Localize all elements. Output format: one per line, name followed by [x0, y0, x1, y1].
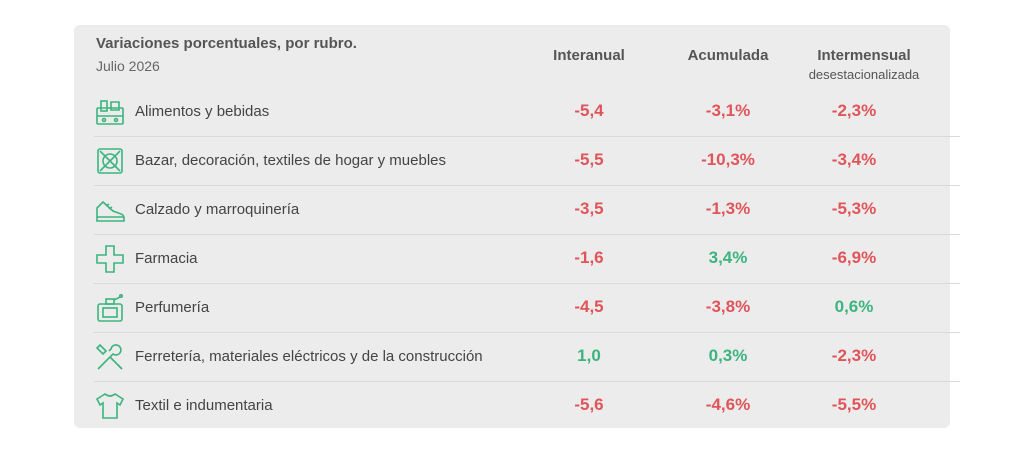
- value-intermensual: 0,6%: [834, 297, 874, 316]
- row-label: Ferretería, materiales eléctricos y de l…: [135, 348, 483, 365]
- table-row: Bazar, decoración, textiles de hogar y m…: [94, 137, 960, 186]
- value-acumulada: -3,1%: [705, 101, 751, 120]
- row-label: Perfumería: [135, 299, 210, 316]
- shoe-icon: [94, 194, 126, 226]
- table-body: Alimentos y bebidas -5,4 -3,1% -2,3% Baz…: [94, 88, 960, 430]
- row-label: Farmacia: [135, 250, 198, 267]
- row-label: Bazar, decoración, textiles de hogar y m…: [135, 152, 447, 169]
- value-acumulada: -10,3%: [701, 150, 755, 169]
- value-intermensual: -2,3%: [831, 346, 877, 365]
- value-interanual: -1,6: [574, 248, 604, 267]
- grocery-icon: [94, 96, 126, 128]
- value-intermensual: -6,9%: [831, 248, 877, 267]
- table-card: Variaciones porcentuales, por rubro. Jul…: [74, 25, 960, 428]
- table-row: Calzado y marroquinería -3,5 -1,3% -5,3%: [94, 186, 960, 235]
- table-row: Alimentos y bebidas -5,4 -3,1% -2,3%: [94, 88, 960, 137]
- value-interanual: -5,4: [574, 101, 604, 120]
- shirt-icon: [94, 390, 126, 422]
- row-label: Calzado y marroquinería: [135, 201, 300, 218]
- value-acumulada: -1,3%: [705, 199, 751, 218]
- value-acumulada: -3,8%: [705, 297, 751, 316]
- value-acumulada: -4,6%: [705, 395, 751, 414]
- home-goods-icon: [94, 145, 126, 177]
- tools-icon: [94, 341, 126, 373]
- value-intermensual: -5,5%: [831, 395, 877, 414]
- value-interanual: -4,5: [574, 297, 604, 316]
- column-header-interanual: Interanual: [553, 47, 625, 64]
- table-subtitle: Julio 2026: [96, 58, 160, 74]
- table-row: Farmacia -1,6 3,4% -6,9%: [94, 235, 960, 284]
- row-label: Textil e indumentaria: [135, 397, 273, 414]
- value-intermensual: -2,3%: [831, 101, 877, 120]
- value-interanual: -3,5: [574, 199, 604, 218]
- value-acumulada: 0,3%: [708, 346, 748, 365]
- perfume-icon: [94, 292, 126, 324]
- value-intermensual: -5,3%: [831, 199, 877, 218]
- row-label: Alimentos y bebidas: [135, 103, 270, 120]
- value-interanual: -5,6: [574, 395, 604, 414]
- value-interanual: 1,0: [577, 346, 601, 365]
- value-acumulada: 3,4%: [708, 248, 748, 267]
- column-header-intermensual: Intermensual: [817, 47, 911, 64]
- table-row: Textil e indumentaria -5,6 -4,6% -5,5%: [94, 382, 960, 430]
- pharmacy-cross-icon: [94, 243, 126, 275]
- table-title: Variaciones porcentuales, por rubro.: [96, 35, 357, 52]
- column-header-acumulada: Acumulada: [687, 47, 769, 64]
- table-row: Perfumería -4,5 -3,8% 0,6%: [94, 284, 960, 333]
- value-interanual: -5,5: [574, 150, 604, 169]
- table-header: Variaciones porcentuales, por rubro. Jul…: [74, 25, 950, 95]
- column-subheader-desestacionalizada: desestacionalizada: [808, 67, 920, 82]
- table-row: Ferretería, materiales eléctricos y de l…: [94, 333, 960, 382]
- value-intermensual: -3,4%: [831, 150, 877, 169]
